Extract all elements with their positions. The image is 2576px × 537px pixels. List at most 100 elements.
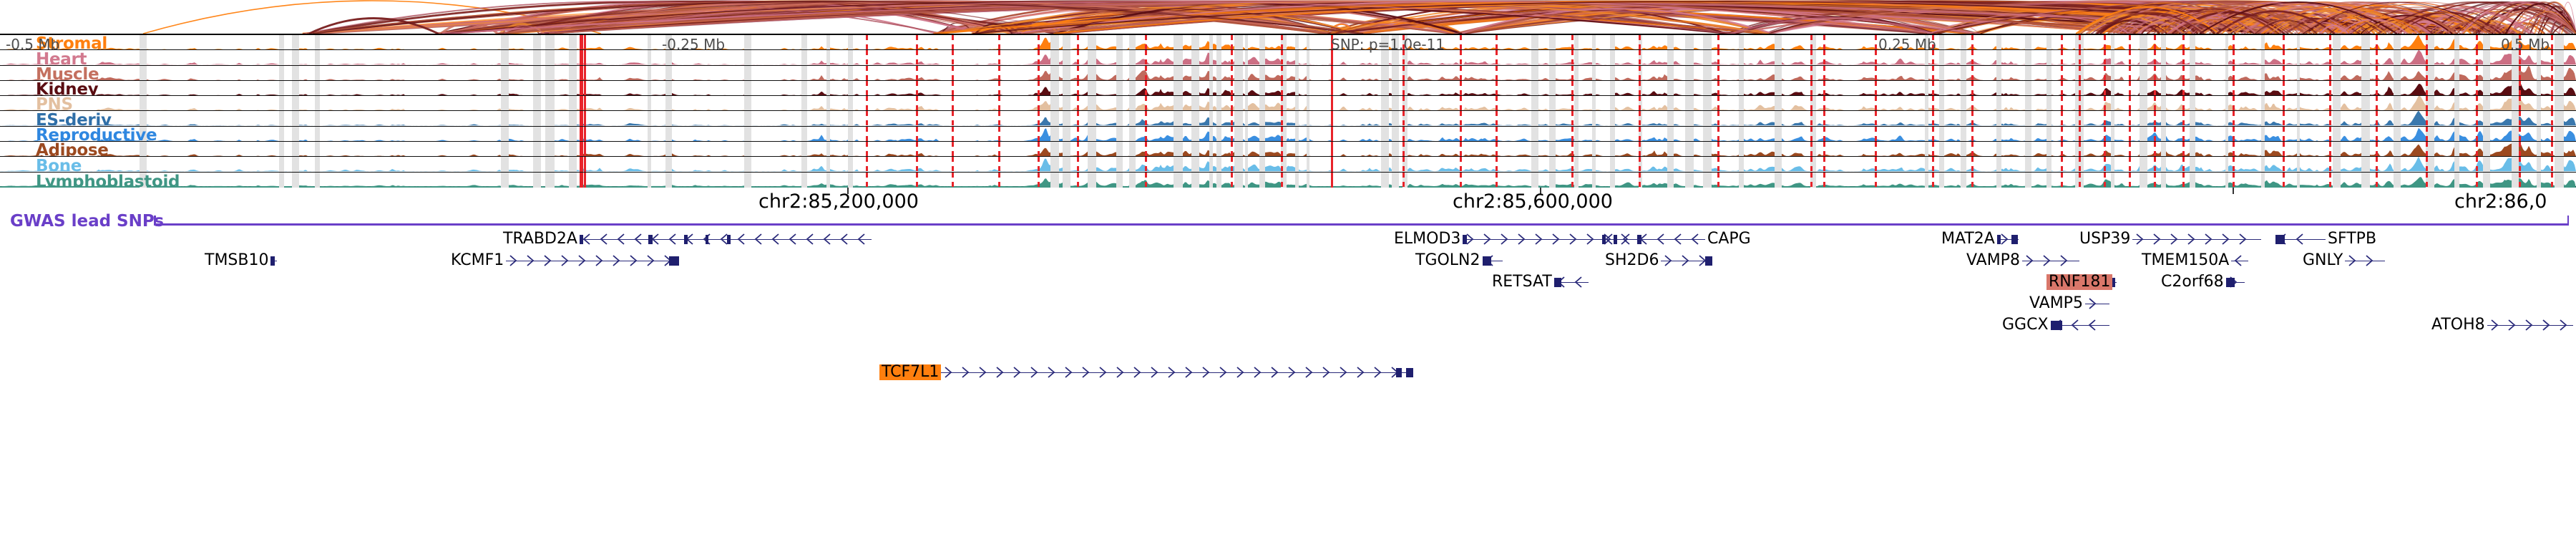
gene-row <box>0 337 2576 356</box>
gene-label: GGCX <box>2002 315 2049 334</box>
track-label-reproductive: Reproductive <box>36 126 157 142</box>
track-label-lymphoblastoid: Lymphoblastoid <box>36 172 180 188</box>
chromatin-loop-arc-panel <box>0 0 2576 34</box>
signal-track-heart: Heart <box>0 50 2576 66</box>
gene-model <box>2345 253 2386 268</box>
gene-model <box>1602 231 1705 247</box>
coordinate-label-start: chr2:85,200,000 <box>758 190 919 213</box>
gene-label: SH2D6 <box>1605 251 1659 269</box>
axis-tick-label: -0.25 Mb <box>662 36 726 53</box>
gene-model <box>1553 274 1589 290</box>
gene-model <box>2231 253 2249 268</box>
signal-track-stack: Stromal Heart Muscle Kidney PNS ES-deriv Repro… <box>0 34 2576 188</box>
track-label-es-deriv: ES-deriv <box>36 111 112 127</box>
signal-profile <box>0 50 2576 65</box>
gene-sh2d6[interactable]: SH2D6 <box>1603 251 1713 270</box>
gene-annotation-area: TRABD2A ELMOD3 CAPG MAT2A USP39 SFTPB TMSB10 KC… <box>0 229 2576 537</box>
signal-track-reproductive: Reproductive <box>0 126 2576 142</box>
gene-model <box>2132 231 2262 247</box>
axis-tick-label: 0.25 Mb <box>1878 36 1936 53</box>
gene-row: TRABD2A ELMOD3 CAPG MAT2A USP39 SFTPB <box>0 229 2576 248</box>
gwas-span-endcap <box>154 216 156 226</box>
highlight-band-group <box>0 172 2576 188</box>
gene-label: RNF181 <box>2046 274 2113 290</box>
gwas-lead-snp-track: GWAS lead SNPs <box>0 212 2576 231</box>
gene-model <box>1661 253 1713 268</box>
gene-model <box>941 364 1414 380</box>
highlight-band-group <box>0 126 2576 142</box>
gene-model <box>2084 296 2109 311</box>
gene-kcmf1[interactable]: KCMF1 <box>449 251 680 270</box>
gene-label: USP39 <box>2079 229 2131 248</box>
gwas-span-line <box>154 216 2569 226</box>
loop-arcs <box>142 0 2576 34</box>
gene-atoh8[interactable]: ATOH8 <box>2429 315 2573 334</box>
gene-label: TGOLN2 <box>1415 251 1480 269</box>
signal-profile <box>0 35 2576 50</box>
gene-row: GGCX ATOH8 <box>0 315 2576 334</box>
gene-tgoln2[interactable]: TGOLN2 <box>1413 251 1503 270</box>
track-label-stromal: Stromal <box>36 35 107 51</box>
ruler-tick <box>1540 188 1541 194</box>
gene-label: TCF7L1 <box>879 364 942 380</box>
signal-track-kidney: Kidney <box>0 80 2576 97</box>
snp-pvalue-annotation: SNP: p=1.0e-11 <box>1331 36 1445 53</box>
coordinate-label-mid: chr2:85,600,000 <box>1453 190 1613 213</box>
gene-ggcx[interactable]: GGCX <box>2000 315 2109 334</box>
gene-label: TMSB10 <box>205 251 269 269</box>
signal-track-es-deriv: ES-deriv <box>0 111 2576 127</box>
gene-tcf7l1[interactable]: TCF7L1 <box>879 362 1414 382</box>
gene-usp39[interactable]: USP39 <box>2077 229 2262 248</box>
highlight-band-group <box>0 142 2576 157</box>
gene-model <box>2021 253 2079 268</box>
signal-track-bone: Bone <box>0 157 2576 173</box>
gene-label: SFTPB <box>2328 229 2377 248</box>
signal-profile <box>0 127 2576 142</box>
track-label-adipose: Adipose <box>36 142 109 158</box>
gene-label: KCMF1 <box>451 251 504 269</box>
axis-tick-label: -0.5 Mb <box>6 36 60 53</box>
track-label-bone: Bone <box>36 157 82 173</box>
gene-tmem150a[interactable]: TMEM150A <box>2140 251 2249 270</box>
gene-label: RETSAT <box>1492 272 1552 291</box>
gene-retsat[interactable]: RETSAT <box>1490 272 1589 291</box>
highlight-band-group <box>0 96 2576 111</box>
gene-model <box>2275 231 2326 247</box>
gene-label: GNLY <box>2303 251 2343 269</box>
highlight-band-group <box>0 65 2576 80</box>
gwas-track-label: GWAS lead SNPs <box>10 212 165 231</box>
axis-tick-label: 0.5 Mb <box>2501 36 2550 53</box>
signal-track-adipose: Adipose <box>0 142 2576 158</box>
gene-model <box>2487 317 2573 333</box>
gene-label: ATOH8 <box>2431 315 2485 334</box>
gene-gnly[interactable]: GNLY <box>2301 251 2386 270</box>
track-label-heart: Heart <box>36 50 87 66</box>
gene-row: TCF7L1 <box>0 362 2576 382</box>
gene-model <box>506 253 680 268</box>
ruler-tick <box>2233 188 2234 194</box>
gene-model <box>2050 317 2109 333</box>
gene-label: VAMP8 <box>1966 251 2020 269</box>
highlight-band-group <box>0 80 2576 96</box>
gene-vamp5[interactable]: VAMP5 <box>2027 294 2109 313</box>
gene-trabd2a[interactable]: TRABD2A <box>501 229 872 248</box>
gene-label: C2orf68 <box>2161 272 2224 291</box>
gene-model <box>2225 274 2245 290</box>
gene-c2orf68[interactable]: C2orf68 <box>2159 272 2245 291</box>
coordinate-ruler: chr2:85,200,000 chr2:85,600,000 chr2:86,… <box>0 188 2576 221</box>
gene-label: TRABD2A <box>503 229 577 248</box>
coordinate-label-end: chr2:86,0 <box>2454 190 2547 213</box>
gene-mat2a[interactable]: MAT2A <box>1939 229 2019 248</box>
gene-row: TMSB10 KCMF1 TGOLN2 SH2D6 VAMP8 TMEM150A GNLY <box>0 251 2576 270</box>
gene-sftpb[interactable]: SFTPB <box>2275 229 2379 248</box>
gene-vamp8[interactable]: VAMP8 <box>1964 251 2079 270</box>
gene-tmsb10[interactable]: TMSB10 <box>203 251 278 270</box>
gene-model <box>1996 231 2019 247</box>
gene-label: CAPG <box>1707 229 1751 248</box>
highlight-band-group <box>0 35 2576 50</box>
highlight-band-group <box>0 111 2576 126</box>
signal-track-muscle: Muscle <box>0 65 2576 81</box>
gene-rnf181[interactable]: RNF181 <box>2046 272 2117 291</box>
gene-capg[interactable]: CAPG <box>1602 229 1753 248</box>
